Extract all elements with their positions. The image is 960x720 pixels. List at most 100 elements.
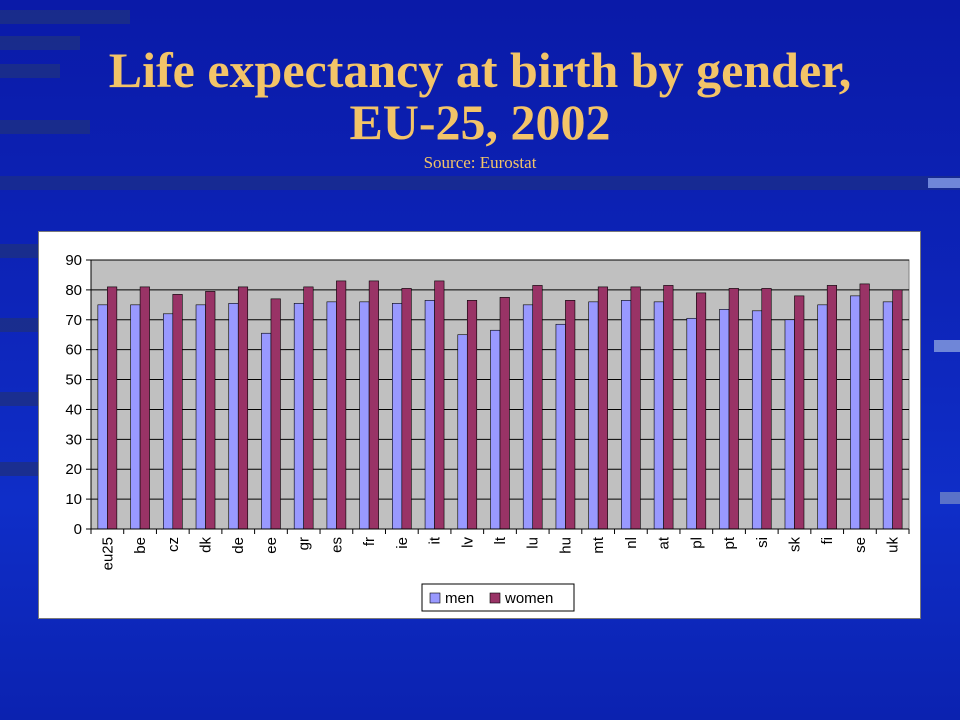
legend-label-women: women <box>504 590 553 607</box>
legend-swatch-men <box>429 592 441 604</box>
bar-men-eu25 <box>97 304 108 530</box>
bar-men-dk <box>195 304 206 530</box>
bar-men-mt <box>588 301 599 530</box>
bar-men-es <box>326 301 337 530</box>
bar-women-lv <box>466 300 478 530</box>
y-tick-label: 80 <box>65 282 82 299</box>
x-tick-label: dk <box>198 537 215 553</box>
bar-women-it <box>434 280 445 530</box>
x-tick-label: se <box>852 537 869 553</box>
bar-women-pt <box>728 288 739 530</box>
x-tick-label: nl <box>623 537 640 549</box>
x-tick-label: pt <box>721 536 738 549</box>
bar-men-sk <box>784 319 795 530</box>
x-tick-label: es <box>328 537 345 553</box>
bar-men-lt <box>490 329 501 530</box>
x-tick-label: uk <box>885 537 902 553</box>
bar-men-de <box>228 303 239 530</box>
bar-men-pt <box>719 309 730 530</box>
y-tick-label: 50 <box>65 372 82 389</box>
bar-women-lt <box>499 297 510 530</box>
bar-women-hu <box>565 300 576 530</box>
decor-stripe <box>0 462 40 476</box>
legend-label-men: men <box>445 590 474 607</box>
y-tick-label: 90 <box>65 252 82 269</box>
bar-women-eu25 <box>107 286 118 530</box>
bar-men-fi <box>817 304 828 530</box>
x-tick-label: cz <box>165 537 182 552</box>
decor-stripe <box>0 392 40 406</box>
slide-subtitle: Source: Eurostat <box>423 153 537 172</box>
bar-women-gr <box>303 286 314 530</box>
x-tick-label: mt <box>590 536 607 553</box>
x-tick-label: hu <box>557 537 574 554</box>
bar-men-fr <box>359 301 370 530</box>
bar-women-pl <box>696 292 707 530</box>
bar-women-si <box>761 288 772 530</box>
bar-women-nl <box>630 286 641 530</box>
x-tick-label: lu <box>525 537 542 549</box>
bar-women-fr <box>368 280 379 530</box>
bar-men-si <box>751 310 763 530</box>
x-tick-label: gr <box>296 537 313 550</box>
bar-men-be <box>130 304 141 530</box>
x-tick-label: lt <box>492 536 509 544</box>
x-tick-label: eu25 <box>99 537 116 570</box>
chart-container: 0 10 20 30 40 50 60 70 80 90 eu25 be cz dk de ee gr es fr… <box>38 231 921 619</box>
bar-women-sk <box>794 295 805 530</box>
slide-title: Life expectancy at birth by gender, EU-2… <box>0 44 960 148</box>
decor-stripe <box>0 36 80 50</box>
y-tick-label: 40 <box>65 401 82 418</box>
y-tick-label: 20 <box>65 461 82 478</box>
x-tick-label: lv <box>459 537 476 548</box>
bar-men-nl <box>621 300 632 530</box>
bar-men-hu <box>555 323 566 530</box>
x-tick-label: de <box>230 537 247 554</box>
decor-stripe <box>0 10 130 24</box>
slide-title-line2: EU-25, 2002 <box>349 94 611 150</box>
decor-stripe <box>0 120 90 134</box>
slide-title-line1: Life expectancy at birth by gender, <box>108 42 852 98</box>
x-tick-label: fr <box>361 537 378 546</box>
bar-women-mt <box>597 286 608 530</box>
x-tick-label: sk <box>786 537 803 553</box>
x-tick-label: ee <box>263 537 280 554</box>
legend-box <box>421 583 575 612</box>
bar-women-ee <box>270 298 281 530</box>
decor-stripe <box>0 318 40 332</box>
decor-stripe <box>0 64 60 78</box>
bar-men-pl <box>686 317 697 530</box>
y-tick-label: 60 <box>65 342 82 359</box>
x-tick-label: be <box>132 537 149 554</box>
legend-swatch-women <box>489 592 501 604</box>
bar-men-gr <box>293 303 304 530</box>
decor-right-curves <box>928 178 960 504</box>
x-tick-label: pl <box>688 537 705 549</box>
bar-women-be <box>139 286 150 530</box>
bar-men-ee <box>261 332 272 530</box>
bar-women-de <box>237 286 249 530</box>
x-tick-label: si <box>754 537 771 548</box>
bar-women-se <box>859 283 870 530</box>
bar-men-uk <box>882 301 893 530</box>
bar-women-dk <box>205 291 216 530</box>
bar-men-lu <box>522 304 534 530</box>
bar-men-lv <box>457 334 468 530</box>
bar-women-cz <box>172 294 183 530</box>
bar-women-ie <box>401 288 412 530</box>
bar-men-se <box>850 295 861 530</box>
decor-stripe <box>0 244 40 258</box>
x-tick-label: at <box>656 536 673 549</box>
bar-women-uk <box>892 289 903 530</box>
bar-women-at <box>663 285 674 530</box>
y-tick-label: 0 <box>74 521 82 538</box>
bar-men-cz <box>163 313 174 530</box>
decor-stripe <box>0 176 960 190</box>
bar-men-ie <box>392 303 403 530</box>
y-tick-label: 70 <box>65 312 82 329</box>
x-tick-label: fi <box>819 537 836 545</box>
bar-women-fi <box>826 285 838 530</box>
bar-men-it <box>424 300 435 530</box>
bar-men-at <box>653 301 664 530</box>
bar-women-lu <box>532 285 543 530</box>
